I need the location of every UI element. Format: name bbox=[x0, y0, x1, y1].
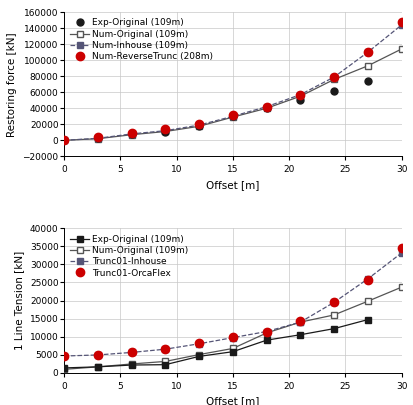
X-axis label: Offset [m]: Offset [m] bbox=[206, 396, 259, 405]
X-axis label: Offset [m]: Offset [m] bbox=[206, 180, 259, 190]
Legend: Exp-Original (109m), Num-Original (109m), Num-Inhouse (109m), Num-ReverseTrunc (: Exp-Original (109m), Num-Original (109m)… bbox=[69, 17, 214, 63]
Legend: Exp-Original (109m), Num-Original (109m), Trunc01-Inhouse, Trunc01-OrcaFlex: Exp-Original (109m), Num-Original (109m)… bbox=[69, 233, 190, 279]
Y-axis label: 1 Line Tension [kN]: 1 Line Tension [kN] bbox=[14, 251, 24, 350]
Y-axis label: Restoring force [kN]: Restoring force [kN] bbox=[7, 32, 17, 136]
